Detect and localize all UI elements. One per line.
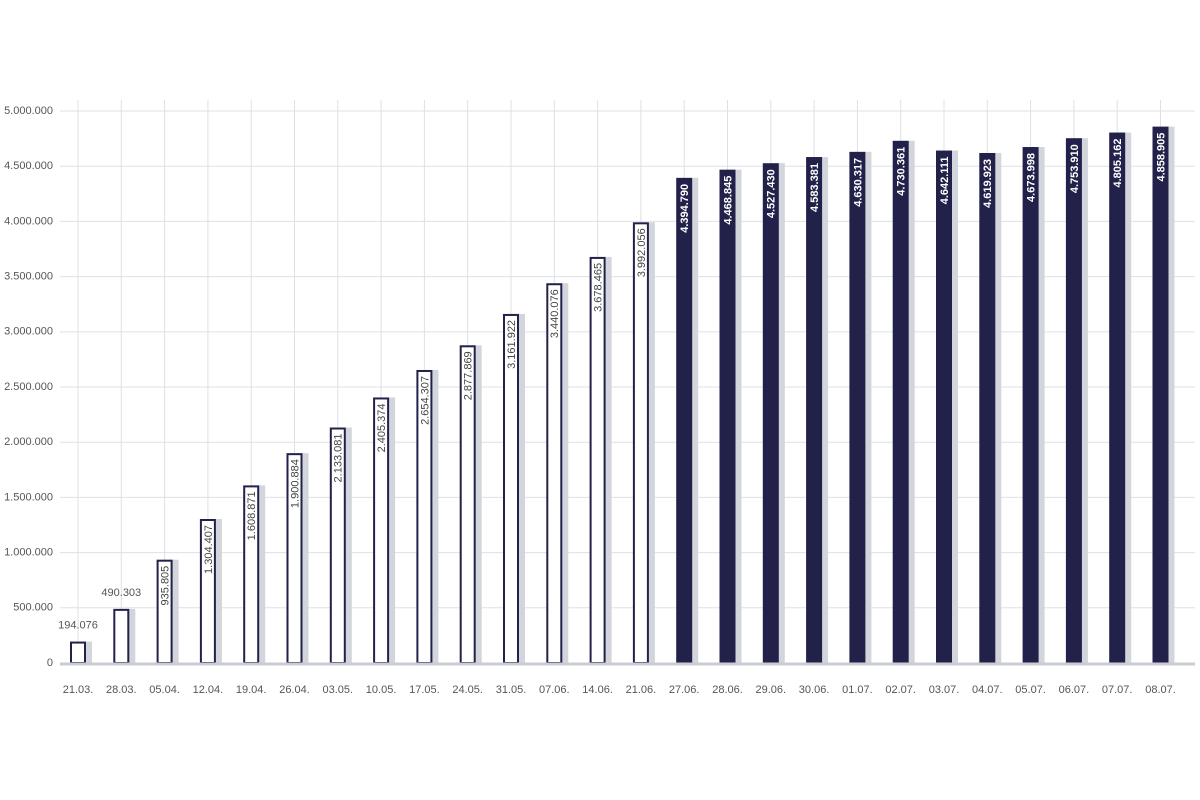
value-label: 4.583.381 xyxy=(809,163,821,212)
bar xyxy=(849,151,866,664)
x-tick-label: 03.07. xyxy=(929,684,960,696)
bar xyxy=(936,150,952,664)
bar xyxy=(806,157,823,664)
x-tick-label: 05.04. xyxy=(149,684,180,696)
bar xyxy=(1109,132,1126,665)
value-label: 3.161.922 xyxy=(506,320,518,369)
value-label: 4.527.430 xyxy=(766,169,778,218)
x-tick-label: 17.05. xyxy=(409,684,440,696)
x-tick-label: 21.03. xyxy=(63,684,94,696)
value-label: 4.619.923 xyxy=(982,159,994,208)
x-tick-label: 30.06. xyxy=(799,684,830,696)
x-tick-label: 07.06. xyxy=(539,684,570,696)
y-tick-label: 1.500.000 xyxy=(4,491,53,503)
value-label: 4.753.910 xyxy=(1069,144,1081,193)
x-tick-label: 31.05. xyxy=(496,684,527,696)
x-tick-label: 21.06. xyxy=(626,684,657,696)
value-label: 4.730.361 xyxy=(896,147,908,196)
y-tick-label: 2.500.000 xyxy=(4,381,53,393)
bar xyxy=(546,283,563,664)
bar xyxy=(113,608,130,664)
y-tick-label: 3.500.000 xyxy=(4,271,53,283)
value-label: 4.642.111 xyxy=(939,157,951,205)
x-tick-label: 28.06. xyxy=(712,684,743,696)
value-label: 490.303 xyxy=(101,587,141,599)
bar xyxy=(589,256,606,664)
bar xyxy=(762,163,779,664)
value-label: 3.992.056 xyxy=(636,228,648,277)
x-tick-label: 08.07. xyxy=(1145,684,1176,696)
y-tick-label: 4.500.000 xyxy=(4,160,53,172)
value-label: 1.900.884 xyxy=(289,459,301,508)
x-tick-label: 04.07. xyxy=(972,684,1003,696)
bar xyxy=(892,140,909,665)
x-tick-label: 05.07. xyxy=(1015,684,1046,696)
value-label: 2.654.307 xyxy=(419,376,431,425)
bar xyxy=(632,222,649,665)
y-tick-label: 500.000 xyxy=(13,602,53,614)
x-tick-label: 01.07. xyxy=(842,684,873,696)
bar xyxy=(1065,138,1082,664)
value-label: 1.608.871 xyxy=(246,491,258,540)
value-label: 2.877.869 xyxy=(463,351,475,400)
bar xyxy=(70,641,86,665)
x-tick-label: 19.04. xyxy=(236,684,267,696)
x-tick-label: 26.04. xyxy=(279,684,310,696)
x-tick-label: 14.06. xyxy=(582,684,613,696)
value-label: 4.858.905 xyxy=(1155,133,1167,182)
x-tick-label: 10.05. xyxy=(366,684,397,696)
value-label: 935.805 xyxy=(160,566,172,606)
y-tick-label: 5.000.000 xyxy=(4,105,53,117)
x-tick-label: 12.04. xyxy=(193,684,224,696)
value-label: 2.133.081 xyxy=(333,434,345,483)
bar xyxy=(1152,126,1169,665)
value-label: 3.440.076 xyxy=(549,289,561,338)
x-tick-label: 07.07. xyxy=(1102,684,1133,696)
value-label: 4.630.317 xyxy=(852,158,864,207)
value-label: 4.673.998 xyxy=(1026,153,1038,202)
y-tick-label: 2.000.000 xyxy=(4,436,53,448)
x-tick-label: 29.06. xyxy=(756,684,787,696)
value-label: 4.468.845 xyxy=(722,176,734,225)
value-label: 3.678.465 xyxy=(593,263,605,312)
bar xyxy=(979,152,996,664)
value-label: 4.805.162 xyxy=(1112,139,1124,188)
bar xyxy=(676,177,693,665)
y-tick-label: 1.000.000 xyxy=(4,547,53,559)
x-tick-label: 03.05. xyxy=(323,684,354,696)
y-tick-label: 4.000.000 xyxy=(4,215,53,227)
x-tick-label: 24.05. xyxy=(452,684,483,696)
x-tick-label: 27.06. xyxy=(669,684,700,696)
x-tick-label: 06.07. xyxy=(1059,684,1090,696)
y-tick-label: 3.000.000 xyxy=(4,326,53,338)
bar xyxy=(1022,147,1039,664)
x-tick-label: 28.03. xyxy=(106,684,137,696)
value-label: 1.304.407 xyxy=(203,525,215,574)
value-label: 2.405.374 xyxy=(376,403,388,452)
x-tick-label: 02.07. xyxy=(885,684,916,696)
y-tick-label: 0 xyxy=(47,657,53,669)
value-label: 4.394.790 xyxy=(679,184,691,233)
bar xyxy=(719,169,736,664)
value-label: 194.076 xyxy=(58,619,98,631)
